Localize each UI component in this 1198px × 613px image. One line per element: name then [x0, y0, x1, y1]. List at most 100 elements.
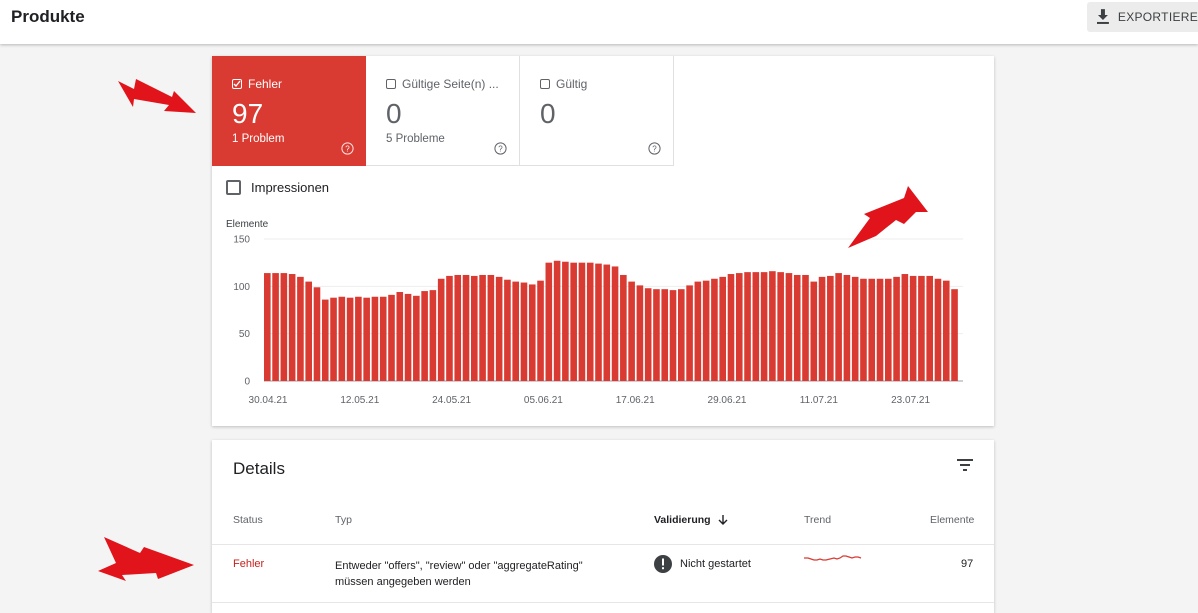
bar: [893, 276, 900, 381]
x-tick-label: 30.04.21: [249, 395, 288, 406]
bar: [272, 273, 279, 381]
bar: [702, 280, 710, 381]
bar: [711, 278, 718, 381]
top-bar: Produkte EXPORTIEREN: [0, 0, 1198, 44]
y-tick-label: 100: [233, 282, 250, 293]
bar: [338, 296, 346, 381]
bar: [553, 260, 561, 381]
bar: [735, 273, 743, 381]
bar: [818, 276, 826, 381]
bar: [810, 281, 818, 381]
column-header-validierung[interactable]: Validierung: [654, 514, 729, 526]
column-header-typ[interactable]: Typ: [335, 514, 352, 526]
tile-gueltig[interactable]: Gültig 0 ?: [520, 56, 674, 166]
bar: [363, 297, 370, 381]
bar: [487, 274, 495, 381]
bar: [876, 278, 884, 381]
bar: [727, 274, 735, 381]
bar: [603, 264, 611, 381]
bar: [537, 280, 544, 381]
bar: [636, 285, 644, 381]
bar: [462, 274, 470, 381]
column-header-elemente[interactable]: Elemente: [930, 514, 975, 526]
divider: [212, 602, 994, 603]
x-tick-label: 24.05.21: [432, 395, 471, 406]
arrow-down-icon: [718, 515, 728, 525]
column-header-status[interactable]: Status: [233, 514, 263, 526]
bar: [297, 276, 304, 381]
bar: [752, 272, 760, 381]
bar: [371, 296, 379, 381]
export-button[interactable]: EXPORTIEREN: [1087, 2, 1198, 32]
y-axis-title: Elemente: [226, 219, 269, 230]
download-icon: [1096, 9, 1109, 24]
bar: [678, 289, 685, 381]
status-cell: Fehler: [233, 558, 265, 570]
bar: [512, 281, 519, 381]
tile-sub: 1 Problem: [232, 133, 285, 145]
tile-count: 0: [540, 98, 556, 129]
tile-gueltige-seiten[interactable]: Gültige Seite(n) ... 0 5 Probleme ?: [366, 56, 520, 166]
bar: [918, 275, 925, 381]
column-header-label: Validierung: [654, 514, 711, 526]
bar: [628, 281, 635, 381]
annotation-arrow: [98, 537, 194, 581]
errors-bar-chart: Elemente 150 100 50 0 30.04.21 12.05.21 24.05.2…: [226, 219, 963, 406]
bar: [346, 297, 354, 381]
tile-fehler[interactable]: Fehler 97 1 Problem ?: [212, 56, 366, 166]
bar: [396, 292, 404, 381]
svg-text:?: ?: [345, 144, 350, 153]
bar: [479, 274, 486, 381]
help-icon[interactable]: ?: [648, 142, 661, 155]
bar: [744, 272, 751, 381]
bar: [661, 289, 669, 381]
bar: [437, 278, 445, 381]
bar: [264, 273, 271, 381]
bar: [520, 282, 528, 381]
validierung-cell: Nicht gestartet: [654, 555, 751, 573]
checkbox-icon[interactable]: [386, 79, 396, 89]
bar: [305, 281, 312, 381]
bar: [785, 273, 793, 381]
bar: [288, 274, 296, 381]
bar: [669, 290, 677, 381]
export-label: EXPORTIEREN: [1117, 10, 1198, 24]
x-tick-label: 12.05.21: [340, 395, 379, 406]
help-icon[interactable]: ?: [494, 142, 507, 155]
impressions-toggle[interactable]: Impressionen: [226, 180, 329, 195]
bar: [719, 276, 726, 381]
details-card: Details Status Typ Validierung Trend Ele…: [212, 440, 994, 613]
bar: [471, 275, 478, 381]
svg-text:?: ?: [652, 144, 657, 153]
bar: [942, 280, 950, 381]
x-tick-label: 23.07.21: [891, 395, 930, 406]
x-tick-label: 17.06.21: [616, 395, 655, 406]
column-header-trend[interactable]: Trend: [804, 514, 832, 526]
validierung-text: Nicht gestartet: [680, 558, 751, 570]
bar: [404, 293, 412, 381]
bar: [827, 275, 834, 381]
annotation-arrow: [848, 186, 928, 248]
bar: [611, 266, 619, 381]
bar: [528, 284, 536, 381]
bar: [429, 290, 437, 381]
checkbox-icon[interactable]: [226, 180, 241, 195]
bar: [760, 272, 768, 381]
checkbox-checked-icon[interactable]: [232, 79, 242, 89]
tile-label: Gültig: [556, 77, 588, 91]
alert-icon: [654, 555, 672, 573]
bar: [769, 271, 776, 381]
tile-sub: 5 Probleme: [386, 133, 445, 145]
checkbox-icon[interactable]: [540, 79, 550, 89]
bar: [835, 273, 842, 381]
bar: [802, 274, 809, 381]
x-tick-label: 11.07.21: [800, 395, 839, 406]
bar: [280, 273, 288, 381]
filter-icon[interactable]: [956, 458, 974, 472]
impressions-label: Impressionen: [251, 180, 330, 195]
bar: [321, 299, 329, 381]
help-icon[interactable]: ?: [341, 142, 354, 155]
bar: [379, 296, 387, 381]
bar: [926, 275, 933, 381]
bar: [495, 276, 503, 381]
